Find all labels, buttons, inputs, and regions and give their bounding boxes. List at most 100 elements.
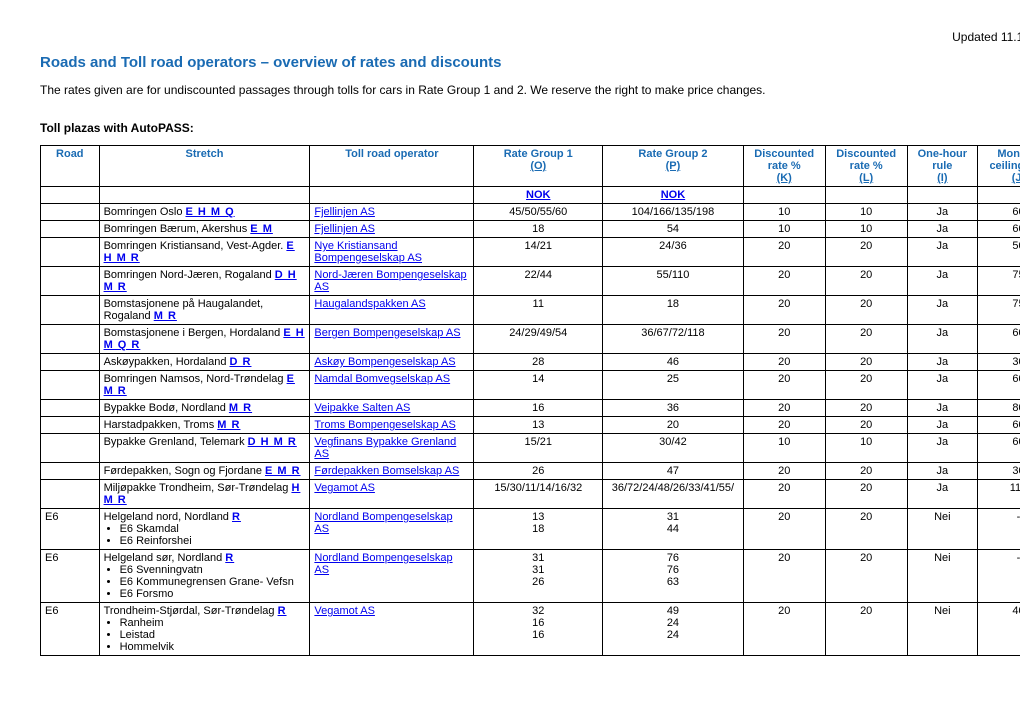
cell-dk: 10 (743, 204, 825, 221)
tag-links[interactable]: D H M R (104, 269, 297, 293)
cell-road (41, 400, 100, 417)
cell-mc: 80 (977, 400, 1020, 417)
operator-link[interactable]: Vegamot AS (314, 605, 375, 617)
tag-links[interactable]: E H M R (104, 240, 295, 264)
cell-stretch: Trondheim-Stjørdal, Sør-Trøndelag RRanhe… (99, 603, 310, 656)
tag-links[interactable]: R (278, 605, 287, 617)
cell-hr: Ja (907, 417, 977, 434)
cell-stretch: Bomringen Nord-Jæren, Rogaland D H M R (99, 267, 310, 296)
cell-r2: 492424 (603, 603, 744, 656)
cell-hr: Ja (907, 354, 977, 371)
tag-links[interactable]: E M R (265, 465, 301, 477)
cell-stretch: Bomstasjonene på Haugalandet, Rogaland M… (99, 296, 310, 325)
tag-links[interactable]: R (225, 552, 234, 564)
th-hr: One-hour rule(I) (907, 146, 977, 187)
tag-links[interactable]: M R (217, 419, 240, 431)
operator-link[interactable]: Vegamot AS (314, 482, 375, 494)
cell-stretch: Harstadpakken, Troms M R (99, 417, 310, 434)
cell-dk: 20 (743, 417, 825, 434)
operator-link[interactable]: Førdepakken Bomselskap AS (314, 465, 459, 477)
cell-mc: 60 (977, 221, 1020, 238)
cell-r2: 767663 (603, 550, 744, 603)
th-rg2: Rate Group 2(P) (603, 146, 744, 187)
cell-dk: 20 (743, 463, 825, 480)
table-row: Bomringen Oslo E H M QFjellinjen AS45/50… (41, 204, 1020, 221)
cell-road (41, 267, 100, 296)
cell-dl: 20 (825, 238, 907, 267)
operator-link[interactable]: Haugalandspakken AS (314, 298, 425, 310)
cell-dl: 20 (825, 325, 907, 354)
cell-mc: - (977, 550, 1020, 603)
operator-link[interactable]: Nordland Bompengeselskap AS (314, 511, 452, 535)
th-dk: Discounted rate %(K) (743, 146, 825, 187)
cell-r1: 18 (474, 221, 603, 238)
table-row: Førdepakken, Sogn og Fjordane E M RFørde… (41, 463, 1020, 480)
tag-links[interactable]: E H M Q (186, 206, 235, 218)
operator-link[interactable]: Bergen Bompengeselskap AS (314, 327, 460, 339)
operator-link[interactable]: Vegfinans Bypakke Grenland AS (314, 436, 456, 460)
operator-link[interactable]: Fjellinjen AS (314, 206, 375, 218)
cell-stretch: Bomringen Namsos, Nord-Trøndelag E M R (99, 371, 310, 400)
table-row: Harstadpakken, Troms M R Troms Bompengese… (41, 417, 1020, 434)
tag-links[interactable]: D R (230, 356, 252, 368)
table-row: Bomstasjonene på Haugalandet, Rogaland M… (41, 296, 1020, 325)
tag-links[interactable]: M R (154, 310, 177, 322)
cell-operator: Vegamot AS (310, 480, 474, 509)
list-item: E6 Svenningvatn (120, 564, 306, 576)
operator-link[interactable]: Askøy Bompengeselskap AS (314, 356, 455, 368)
table-row: Bomringen Namsos, Nord-Trøndelag E M R Na… (41, 371, 1020, 400)
cell-hr: Nei (907, 550, 977, 603)
cell-stretch: Bomringen Kristiansand, Vest-Agder. E H … (99, 238, 310, 267)
cell-road (41, 480, 100, 509)
operator-link[interactable]: Namdal Bomvegselskap AS (314, 373, 450, 385)
cell-hr: Ja (907, 434, 977, 463)
tag-links[interactable]: E M (250, 223, 273, 235)
cell-road (41, 417, 100, 434)
cell-hr: Ja (907, 480, 977, 509)
cell-r2: 20 (603, 417, 744, 434)
table-row: Bypakke Bodø, Nordland M RVeipakke Salte… (41, 400, 1020, 417)
th-rg1: Rate Group 1(O) (474, 146, 603, 187)
th-operator: Toll road operator (310, 146, 474, 187)
cell-dl: 10 (825, 221, 907, 238)
tag-links[interactable]: R (232, 511, 241, 523)
cell-dl: 20 (825, 480, 907, 509)
cell-r1: 22/44 (474, 267, 603, 296)
cell-operator: Vegfinans Bypakke Grenland AS (310, 434, 474, 463)
operator-link[interactable]: Troms Bompengeselskap AS (314, 419, 455, 431)
cell-operator: Bergen Bompengeselskap AS (310, 325, 474, 354)
list-item: E6 Reinforshei (120, 535, 306, 547)
cell-r1: 24/29/49/54 (474, 325, 603, 354)
cell-stretch: Bomstasjonene i Bergen, Hordaland E H M … (99, 325, 310, 354)
operator-link[interactable]: Nye Kristiansand Bompengeselskap AS (314, 240, 422, 264)
list-item: E6 Forsmo (120, 588, 306, 600)
operator-link[interactable]: Nord-Jæren Bompengeselskap AS (314, 269, 466, 293)
cell-hr: Ja (907, 400, 977, 417)
operator-link[interactable]: Fjellinjen AS (314, 223, 375, 235)
cell-r1: 16 (474, 400, 603, 417)
cell-dk: 20 (743, 296, 825, 325)
tag-links[interactable]: H M R (104, 482, 301, 506)
cell-dk: 20 (743, 325, 825, 354)
operator-link[interactable]: Veipakke Salten AS (314, 402, 410, 414)
cell-dk: 10 (743, 221, 825, 238)
operator-link[interactable]: Nordland Bompengeselskap AS (314, 552, 452, 576)
cell-operator: Fjellinjen AS (310, 221, 474, 238)
page-title: Roads and Toll road operators – overview… (40, 54, 1020, 71)
tag-links[interactable]: E M R (104, 373, 295, 397)
cell-stretch: Helgeland sør, Nordland RE6 Svenningvatn… (99, 550, 310, 603)
cell-hr: Ja (907, 325, 977, 354)
nok-link[interactable]: NOK (526, 189, 550, 201)
tag-links[interactable]: D H M R (248, 436, 297, 448)
cell-mc: 30 (977, 463, 1020, 480)
list-item: Leistad (120, 629, 306, 641)
cell-dk: 20 (743, 603, 825, 656)
cell-r1: 15/21 (474, 434, 603, 463)
cell-stretch: Bomringen Oslo E H M Q (99, 204, 310, 221)
cell-hr: Nei (907, 603, 977, 656)
cell-operator: Vegamot AS (310, 603, 474, 656)
tag-links[interactable]: M R (229, 402, 252, 414)
cell-hr: Ja (907, 204, 977, 221)
nok-link[interactable]: NOK (661, 189, 685, 201)
tag-links[interactable]: E H M Q R (104, 327, 305, 351)
